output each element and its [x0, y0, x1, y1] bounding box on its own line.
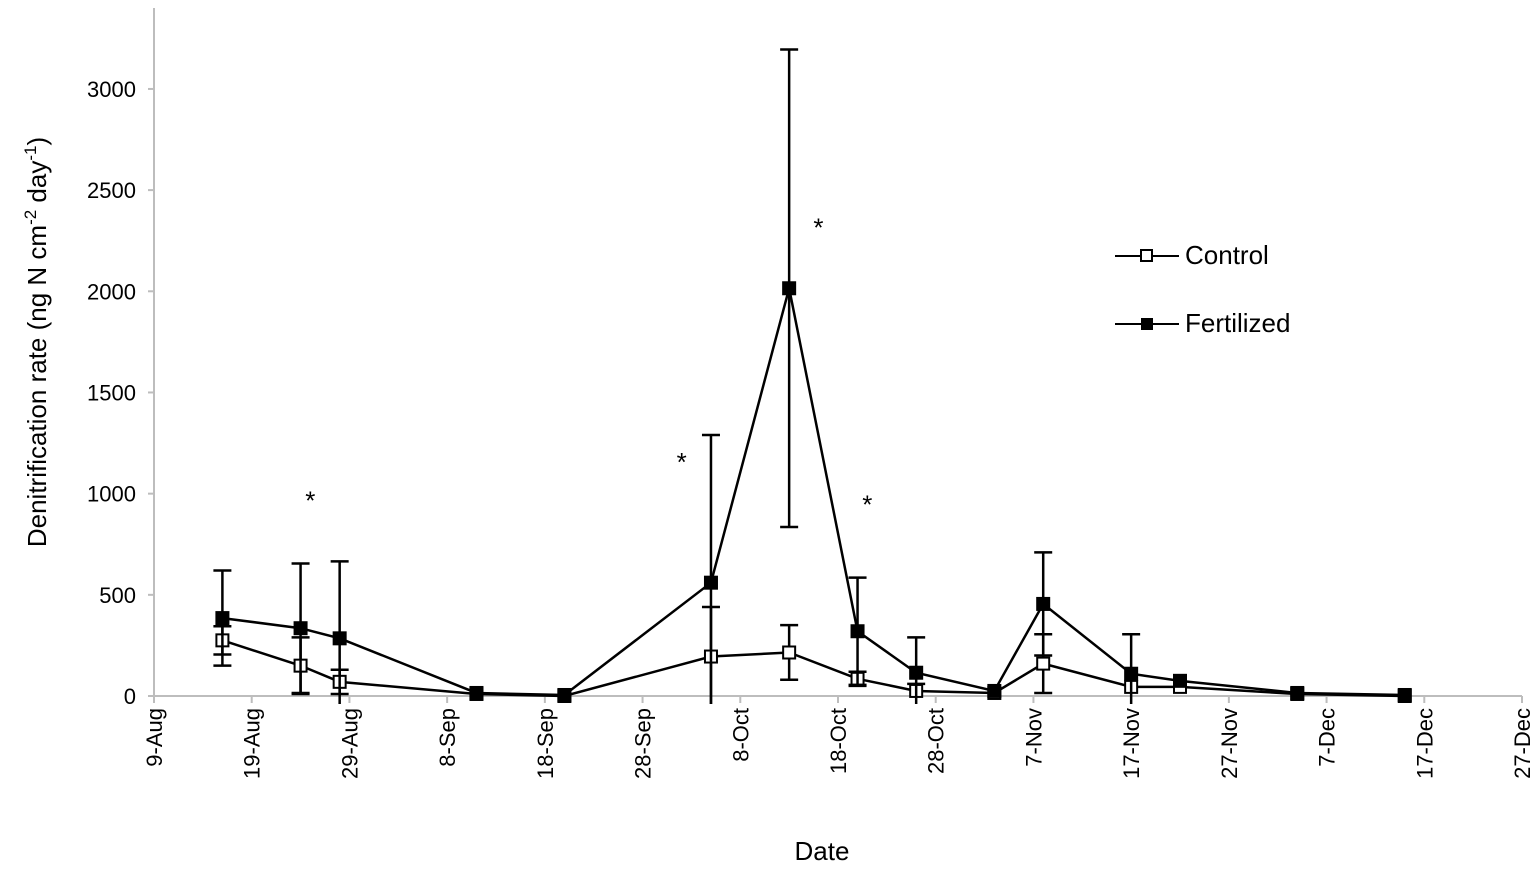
x-tick-label: 7-Nov	[1021, 708, 1046, 767]
x-tick-label: 18-Oct	[826, 708, 851, 774]
open-square-marker-icon	[1140, 249, 1153, 262]
data-point	[1124, 666, 1139, 681]
tick-labels: 0 500 1000 1500 2000 2500 3000 9-Aug 19-Aug 29-Au…	[87, 77, 1535, 779]
data-point	[850, 624, 865, 639]
data-point	[782, 281, 797, 296]
x-tick-label: 27-Dec	[1510, 708, 1535, 779]
x-tick-label: 8-Sep	[435, 708, 460, 767]
data-point	[703, 575, 718, 590]
y-tick-label: 1000	[87, 482, 136, 507]
significance-asterisk: *	[677, 447, 687, 477]
significance-asterisk: *	[305, 486, 315, 516]
y-tick-label: 500	[99, 583, 136, 608]
y-tick-label: 2500	[87, 178, 136, 203]
x-tick-label: 17-Nov	[1119, 708, 1144, 779]
data-point	[1290, 685, 1305, 700]
series-control	[213, 605, 1412, 704]
y-tick-label: 2000	[87, 279, 136, 304]
legend-label-control: Control	[1185, 240, 1269, 270]
data-point	[987, 683, 1002, 698]
x-tick-label: 27-Nov	[1217, 708, 1242, 779]
data-point	[782, 645, 797, 660]
x-tick-label: 7-Dec	[1315, 708, 1340, 767]
data-point	[1036, 596, 1051, 611]
x-tick-label: 28-Sep	[631, 708, 656, 779]
x-tick-label: 19-Aug	[240, 708, 265, 779]
data-point	[1397, 687, 1412, 702]
x-tick-label: 29-Aug	[337, 708, 362, 779]
y-tick-label: 3000	[87, 77, 136, 102]
y-axis-label: Denitrification rate (ng N cm-2 day-1)	[21, 137, 52, 547]
legend-item-fertilized: Fertilized	[1115, 308, 1290, 338]
significance-asterisk: *	[813, 213, 823, 243]
legend: Control Fertilized	[1115, 240, 1290, 338]
series-fertilized	[213, 48, 1412, 704]
legend-label-fertilized: Fertilized	[1185, 308, 1290, 338]
filled-square-marker-icon	[1141, 318, 1153, 330]
data-point	[215, 611, 230, 626]
data-point	[332, 631, 347, 646]
x-tick-label: 17-Dec	[1412, 708, 1437, 779]
x-tick-label: 9-Aug	[142, 708, 167, 767]
y-tick-label: 0	[124, 684, 136, 709]
x-tick-label: 28-Oct	[924, 708, 949, 774]
annotations: * * * *	[305, 213, 872, 520]
series-layer	[213, 48, 1412, 704]
data-point	[909, 665, 924, 680]
data-point	[1173, 673, 1187, 688]
data-point	[557, 687, 572, 702]
x-axis-label: Date	[795, 836, 850, 866]
data-point	[293, 621, 308, 636]
y-tick-label: 1500	[87, 380, 136, 405]
data-point	[1036, 656, 1051, 671]
data-point	[469, 685, 484, 700]
x-tick-label: 8-Oct	[728, 708, 753, 762]
legend-item-control: Control	[1115, 240, 1269, 270]
significance-asterisk: *	[862, 490, 872, 520]
axes	[148, 8, 1523, 703]
series-line	[222, 639, 1405, 698]
x-tick-label: 18-Sep	[533, 708, 558, 779]
series-line	[222, 287, 1405, 697]
